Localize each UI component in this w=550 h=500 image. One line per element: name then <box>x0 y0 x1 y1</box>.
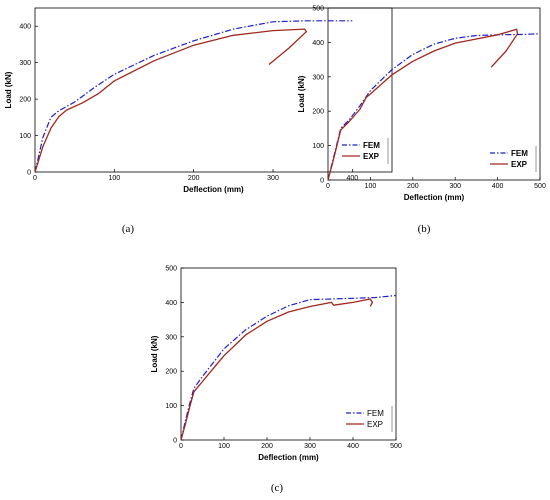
x-tick-label: 200 <box>407 183 419 190</box>
x-tick-label: 300 <box>449 183 461 190</box>
y-axis-label: Load (kN) <box>297 75 306 112</box>
x-tick-label: 100 <box>218 443 230 450</box>
x-axis-label: Deflection (mm) <box>183 185 244 194</box>
y-tick-label: 400 <box>19 24 31 31</box>
x-tick-label: 300 <box>304 443 316 450</box>
y-tick-label: 400 <box>165 300 177 307</box>
series-line-fem <box>180 294 397 441</box>
y-tick-label: 300 <box>312 74 324 81</box>
y-tick-label: 500 <box>165 266 177 273</box>
plot-frame <box>327 7 541 181</box>
y-tick-label: 100 <box>312 143 324 150</box>
panel-caption: (c) <box>271 482 284 494</box>
panel-b: 0 100 200 300 400 500 0 100 200 300 400 500 Deflecti… <box>297 6 546 236</box>
x-axis-label: Deflection (mm) <box>404 193 465 202</box>
x-tick-label: 0 <box>179 443 183 450</box>
x-tick-label: 100 <box>108 175 120 182</box>
x-tick-label: 400 <box>347 443 359 450</box>
x-tick-label: 100 <box>365 183 377 190</box>
y-tick-label: 0 <box>27 170 31 177</box>
series-line-exp <box>34 28 307 173</box>
y-axis-label: Load (kN) <box>150 335 159 372</box>
panel-c: 0 100 200 300 400 500 0 100 200 300 400 500 Deflecti… <box>150 266 402 495</box>
panel-a: 0 100 200 300 400 0 100 200 300 400 Deflection (mm… <box>4 7 393 235</box>
x-tick-label: 0 <box>33 175 37 182</box>
y-tick-label: 200 <box>312 109 324 116</box>
legend-entry-exp: EXP <box>367 420 383 429</box>
y-tick-label: 0 <box>173 438 177 445</box>
y-tick-label: 0 <box>320 178 324 185</box>
legend-entry-fem: FEM <box>367 409 384 418</box>
legend-entry-exp: EXP <box>363 152 380 161</box>
x-tick-label: 200 <box>188 175 200 182</box>
x-tick-label: 200 <box>261 443 273 450</box>
legend-entry-exp: EXP <box>511 160 528 169</box>
y-tick-label: 300 <box>19 60 31 67</box>
y-tick-label: 300 <box>165 334 177 341</box>
series-line-exp <box>327 28 519 181</box>
x-axis-label: Deflection (mm) <box>258 453 319 462</box>
legend-entry-fem: FEM <box>363 141 380 150</box>
x-tick-label: 500 <box>390 443 402 450</box>
series-line-exp <box>180 298 374 441</box>
y-tick-label: 200 <box>19 97 31 104</box>
plot-frame <box>180 267 397 441</box>
series-line-fem <box>327 33 541 181</box>
y-axis-label: Load (kN) <box>4 71 13 108</box>
x-tick-label: 300 <box>267 175 279 182</box>
y-tick-label: 100 <box>19 133 31 140</box>
y-tick-label: 200 <box>165 369 177 376</box>
plot-frame <box>34 7 393 173</box>
panel-caption: (b) <box>418 223 431 235</box>
y-tick-label: 500 <box>312 6 324 13</box>
y-tick-label: 400 <box>312 40 324 47</box>
x-tick-label: 400 <box>346 175 358 182</box>
y-tick-label: 100 <box>165 403 177 410</box>
x-tick-label: 0 <box>326 183 330 190</box>
panel-caption: (a) <box>122 223 135 235</box>
x-tick-label: 500 <box>534 183 546 190</box>
x-tick-label: 400 <box>492 183 504 190</box>
legend-entry-fem: FEM <box>511 149 528 158</box>
series-line-fem <box>34 20 353 173</box>
